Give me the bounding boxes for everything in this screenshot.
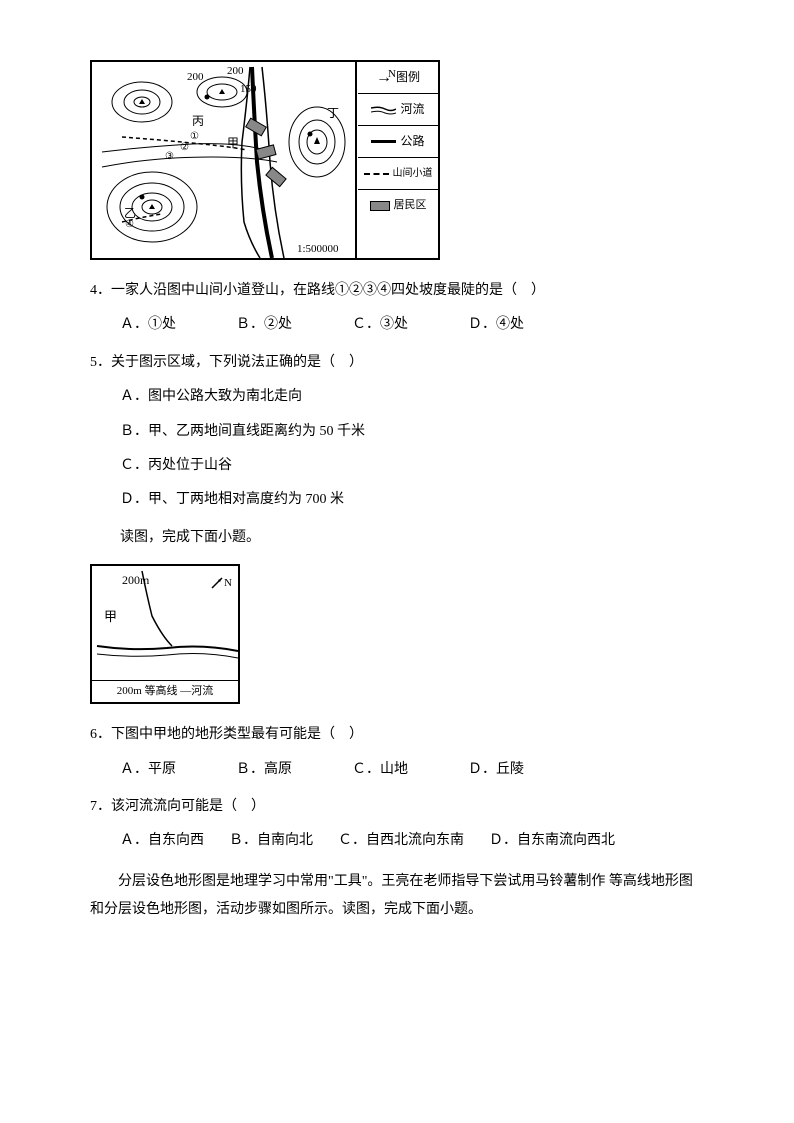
small-map-svg: 200m 甲 N [92, 566, 238, 681]
q6-option-a: Ａ．平原 [120, 759, 176, 781]
svg-text:150: 150 [240, 83, 257, 95]
question-4: 4．一家人沿图中山间小道登山，在路线①②③④四处坡度最陡的是（ ） Ａ．①处 Ｂ… [90, 280, 704, 337]
q5-option-c: Ｃ．丙处位于山谷 [90, 455, 704, 477]
svg-text:丁: 丁 [327, 106, 339, 120]
legend-river-label: 河流 [400, 100, 424, 119]
contour-map-svg: 200 200 150 丙 甲 乙 丁 ① ② ③ ④ 1:500000 [92, 62, 357, 258]
svg-text:乙: 乙 [124, 206, 136, 220]
q6-option-b: Ｂ．高原 [236, 759, 292, 781]
question-4-text: 4．一家人沿图中山间小道登山，在路线①②③④四处坡度最陡的是（ ） [90, 280, 704, 302]
q7-option-c: Ｃ．自西北流向东南 [338, 830, 464, 852]
q5-option-a: Ａ．图中公路大致为南北走向 [90, 386, 704, 408]
svg-text:甲: 甲 [227, 136, 239, 150]
svg-text:200: 200 [227, 65, 244, 77]
q4-option-a: Ａ．①处 [120, 314, 176, 336]
legend-road-label: 公路 [400, 132, 424, 151]
legend-road-row: 公路 [358, 126, 438, 158]
svg-text:②: ② [180, 142, 189, 153]
legend-trail-label: 山间小道 [393, 166, 433, 182]
svg-text:200: 200 [187, 71, 204, 83]
legend-title: 图例 [396, 68, 420, 87]
legend-residence-row: 居民区 [358, 190, 438, 222]
paragraph-text: 分层设色地形图是地理学习中常用"工具"。王亮在老师指导下尝试用马铃薯制作 等高线… [90, 868, 704, 924]
small-map-content: 200m 甲 N [92, 566, 238, 681]
trail-icon [364, 173, 389, 175]
svg-text:N: N [224, 577, 232, 589]
topographic-map-figure: 200 200 150 丙 甲 乙 丁 ① ② ③ ④ 1:500000 → 图… [90, 60, 440, 260]
q7-option-d: Ｄ．自东南流向西北 [489, 830, 615, 852]
question-5-text: 5．关于图示区域，下列说法正确的是（ ） [90, 352, 704, 374]
question-4-options: Ａ．①处 Ｂ．②处 Ｃ．③处 Ｄ．④处 [90, 314, 704, 336]
legend-residence-label: 居民区 [394, 197, 427, 215]
q7-option-a: Ａ．自东向西 [120, 830, 204, 852]
q4-option-d: Ｄ．④处 [468, 314, 524, 336]
legend-trail-row: 山间小道 [358, 158, 438, 190]
svg-text:甲: 甲 [104, 609, 117, 624]
q5-option-b: Ｂ．甲、乙两地间直线距离约为 50 千米 [90, 421, 704, 443]
svg-text:③: ③ [165, 151, 174, 162]
map-main-area: 200 200 150 丙 甲 乙 丁 ① ② ③ ④ 1:500000 [92, 62, 357, 258]
question-5: 5．关于图示区域，下列说法正确的是（ ） Ａ．图中公路大致为南北走向 Ｂ．甲、乙… [90, 352, 704, 512]
intro-text-1: 读图，完成下面小题。 [90, 527, 704, 549]
road-icon [371, 140, 396, 143]
question-6-options: Ａ．平原 Ｂ．高原 Ｃ．山地 Ｄ．丘陵 [90, 759, 704, 781]
legend-north-row: → 图例 [358, 62, 438, 94]
q7-option-b: Ｂ．自南向北 [229, 830, 313, 852]
q5-option-d: Ｄ．甲、丁两地相对高度约为 700 米 [90, 489, 704, 511]
river-icon [371, 104, 396, 116]
question-7-options: Ａ．自东向西 Ｂ．自南向北 Ｃ．自西北流向东南 Ｄ．自东南流向西北 [90, 830, 704, 852]
small-map-legend: 200m 等高线 —河流 [92, 680, 238, 703]
svg-text:①: ① [190, 131, 199, 142]
question-7-text: 7．该河流流向可能是（ ） [90, 796, 704, 818]
question-7: 7．该河流流向可能是（ ） Ａ．自东向西 Ｂ．自南向北 Ｃ．自西北流向东南 Ｄ．… [90, 796, 704, 853]
q6-option-c: Ｃ．山地 [352, 759, 408, 781]
svg-text:1:500000: 1:500000 [297, 243, 339, 255]
question-6: 6．下图中甲地的地形类型最有可能是（ ） Ａ．平原 Ｂ．高原 Ｃ．山地 Ｄ．丘陵 [90, 724, 704, 781]
q6-option-d: Ｄ．丘陵 [468, 759, 524, 781]
q4-option-c: Ｃ．③处 [352, 314, 408, 336]
small-contour-map: 200m 甲 N 200m 等高线 —河流 [90, 564, 240, 704]
question-6-text: 6．下图中甲地的地形类型最有可能是（ ） [90, 724, 704, 746]
residence-icon [370, 201, 390, 211]
map-legend-panel: → 图例 N 河流 公路 山间小道 居民区 [358, 62, 438, 258]
legend-north-letter: N 河流 [358, 94, 438, 126]
q4-option-b: Ｂ．②处 [236, 314, 292, 336]
svg-text:200m: 200m [122, 573, 150, 587]
svg-text:④: ④ [125, 219, 134, 230]
svg-text:丙: 丙 [192, 114, 204, 128]
